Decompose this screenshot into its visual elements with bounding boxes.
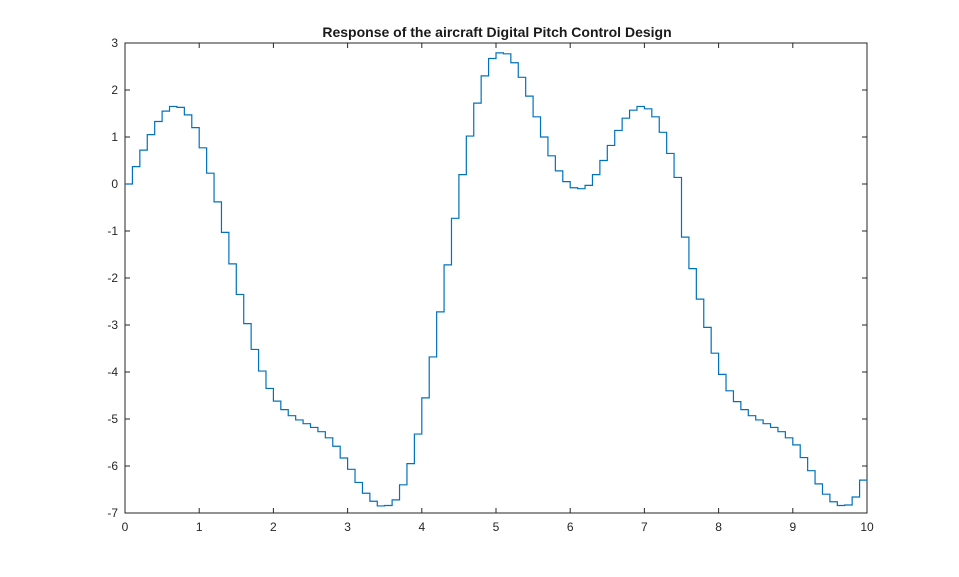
x-tick-label: 9	[789, 520, 796, 534]
y-tick-label: -2	[107, 271, 118, 285]
y-axis-tick-labels: 3 2 1 0 -1 -2 -3 -4 -5 -6 -7	[107, 36, 118, 520]
y-tick-label: 2	[111, 83, 118, 97]
x-tick-label: 8	[715, 520, 722, 534]
x-tick-label: 6	[567, 520, 574, 534]
tick-marks	[124, 42, 868, 514]
y-tick-label: -4	[107, 365, 118, 379]
chart-title: Response of the aircraft Digital Pitch C…	[322, 24, 671, 40]
y-tick-label: 0	[111, 177, 118, 191]
x-tick-label: 4	[418, 520, 425, 534]
y-tick-label: 1	[111, 130, 118, 144]
y-tick-label: -1	[107, 224, 118, 238]
x-tick-label: 2	[270, 520, 277, 534]
y-tick-label: -5	[107, 412, 118, 426]
x-tick-label: 1	[196, 520, 203, 534]
y-tick-label: -7	[107, 506, 118, 520]
x-tick-label: 10	[860, 520, 874, 534]
series-line	[125, 52, 867, 507]
x-tick-label: 7	[641, 520, 648, 534]
y-tick-label: -3	[107, 318, 118, 332]
y-tick-label: -6	[107, 459, 118, 473]
x-tick-label: 3	[344, 520, 351, 534]
y-tick-label: 3	[111, 36, 118, 50]
x-tick-label: 0	[122, 520, 129, 534]
x-tick-label: 5	[493, 520, 500, 534]
plot-series	[125, 52, 867, 507]
axes-box	[124, 42, 868, 514]
x-axis-tick-labels: 0 1 2 3 4 5 6 7 8 9 10	[122, 520, 874, 534]
